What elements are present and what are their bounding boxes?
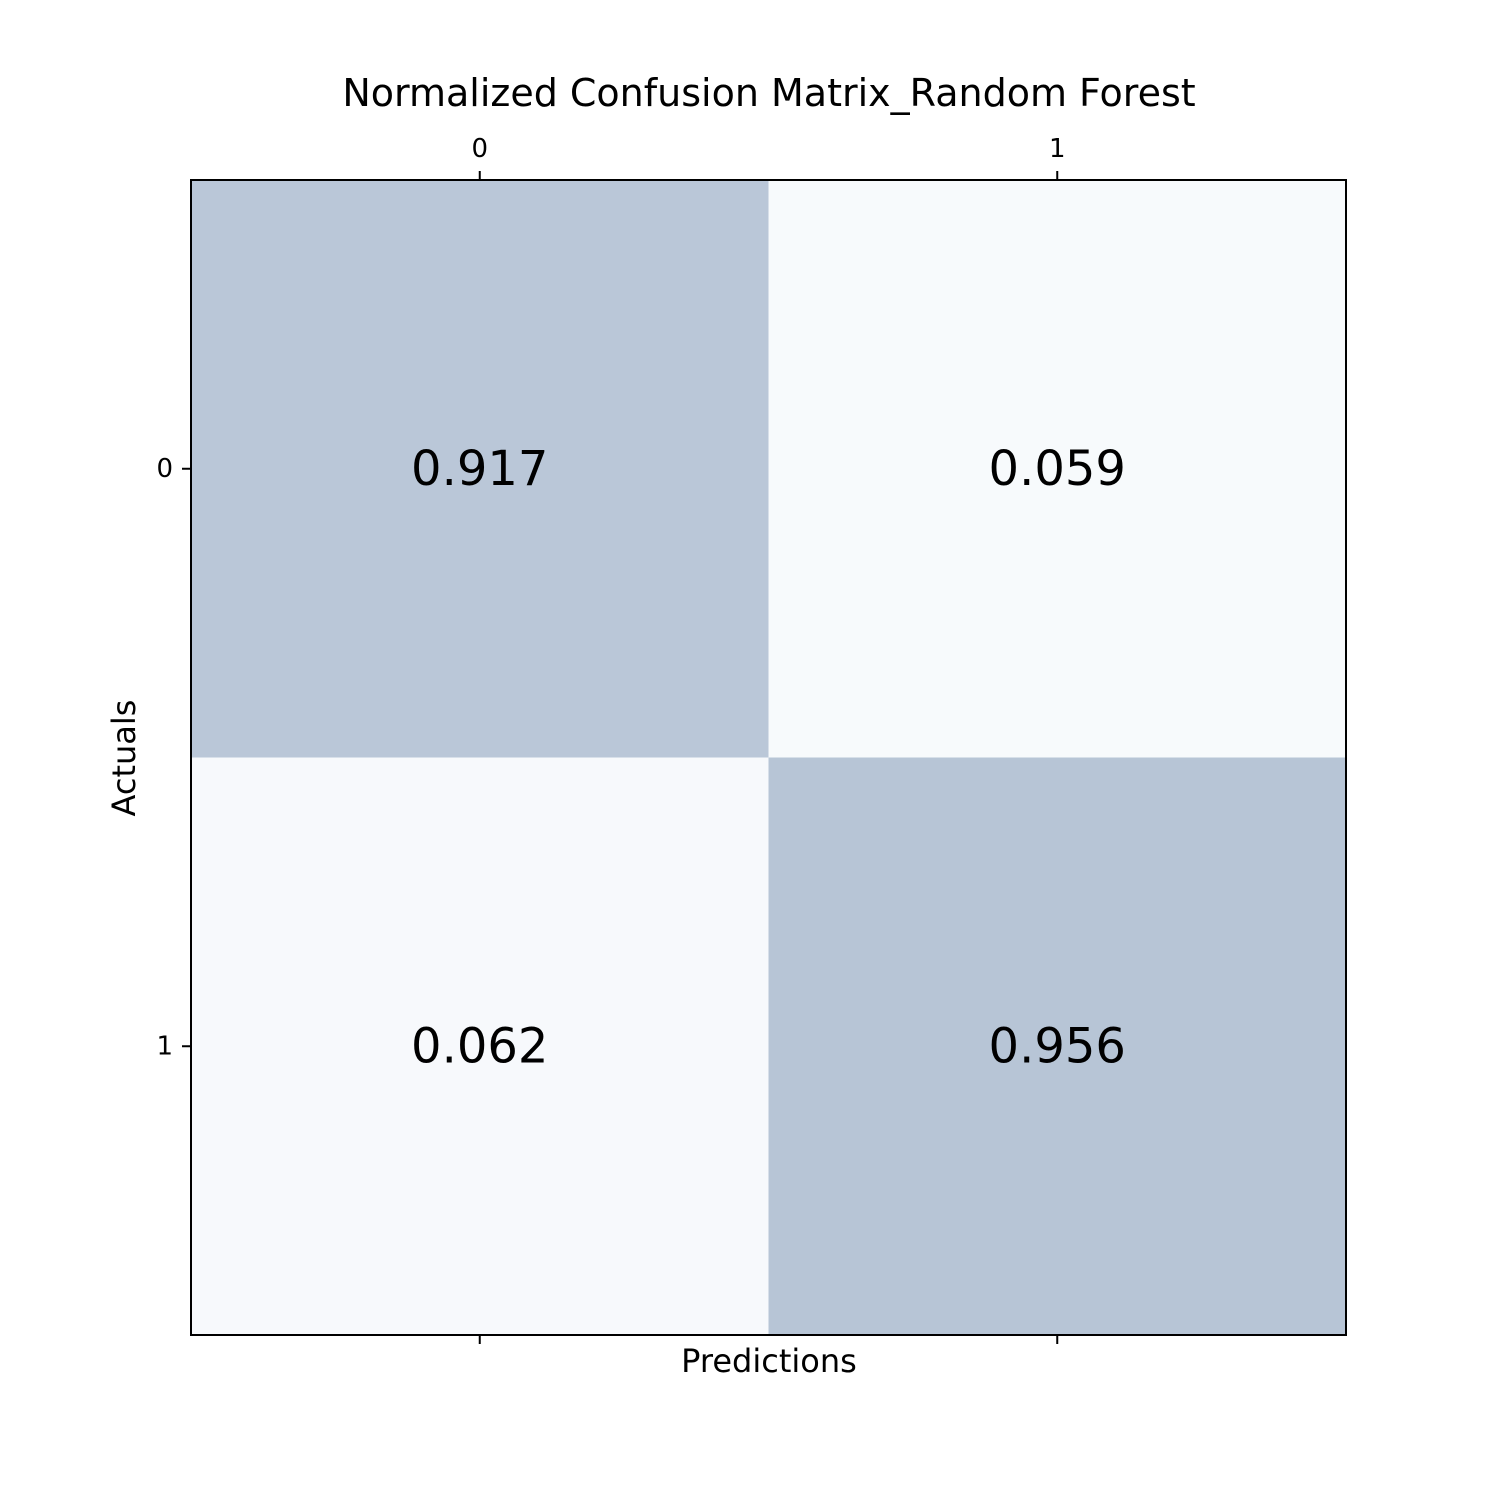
cell-value-label: 0.956 bbox=[989, 1018, 1126, 1074]
cell-value-label: 0.917 bbox=[411, 441, 548, 497]
heatmap-cell-r1-c0 bbox=[191, 757, 769, 1336]
x-tick-label: 0 bbox=[471, 134, 488, 164]
heatmap-cells bbox=[191, 180, 1347, 1336]
y-tick-label: 1 bbox=[156, 1031, 173, 1061]
heatmap-cell-r1-c1 bbox=[768, 757, 1347, 1336]
y-axis-label: Actuals bbox=[105, 700, 143, 817]
axis-ticks: 0 1 0 1 bbox=[156, 134, 1066, 1344]
heatmap-cell-r0-c1 bbox=[768, 180, 1347, 758]
cell-value-label: 0.062 bbox=[411, 1018, 548, 1074]
plot-frame bbox=[190, 179, 1347, 1336]
cell-value-label: 0.059 bbox=[989, 441, 1126, 497]
chart-title: Normalized Confusion Matrix_Random Fores… bbox=[342, 71, 1195, 115]
heatmap-cell-labels: 0.917 0.059 0.062 0.956 bbox=[411, 441, 1126, 1075]
x-tick-label: 1 bbox=[1049, 134, 1066, 164]
y-tick-label: 0 bbox=[156, 454, 173, 484]
x-axis-label: Predictions bbox=[681, 1342, 857, 1380]
heatmap-cell-r0-c0 bbox=[191, 180, 769, 758]
